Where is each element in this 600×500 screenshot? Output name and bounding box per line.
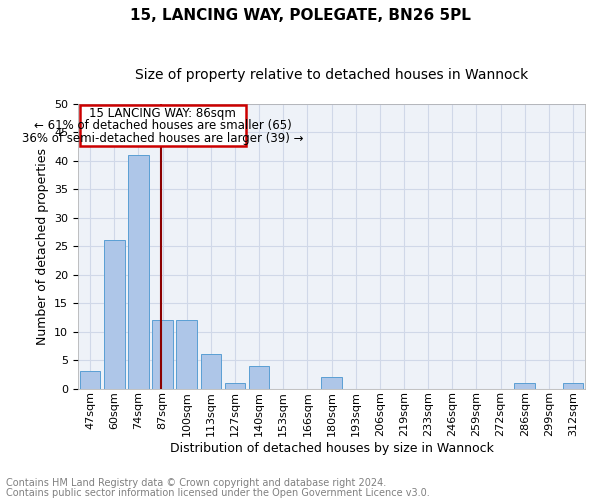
Bar xyxy=(249,366,269,388)
Title: Size of property relative to detached houses in Wannock: Size of property relative to detached ho… xyxy=(135,68,528,82)
Text: 15 LANCING WAY: 86sqm: 15 LANCING WAY: 86sqm xyxy=(89,108,236,120)
Text: 15, LANCING WAY, POLEGATE, BN26 5PL: 15, LANCING WAY, POLEGATE, BN26 5PL xyxy=(130,8,470,22)
Text: Contains public sector information licensed under the Open Government Licence v3: Contains public sector information licen… xyxy=(6,488,430,498)
X-axis label: Distribution of detached houses by size in Wannock: Distribution of detached houses by size … xyxy=(170,442,493,455)
Bar xyxy=(563,383,583,388)
Y-axis label: Number of detached properties: Number of detached properties xyxy=(35,148,49,344)
Bar xyxy=(224,383,245,388)
Bar xyxy=(152,320,173,388)
FancyBboxPatch shape xyxy=(80,104,246,146)
Bar xyxy=(128,155,149,388)
Bar xyxy=(514,383,535,388)
Bar xyxy=(321,377,342,388)
Bar xyxy=(200,354,221,388)
Text: Contains HM Land Registry data © Crown copyright and database right 2024.: Contains HM Land Registry data © Crown c… xyxy=(6,478,386,488)
Text: ← 61% of detached houses are smaller (65): ← 61% of detached houses are smaller (65… xyxy=(34,118,292,132)
Bar xyxy=(176,320,197,388)
Bar xyxy=(104,240,125,388)
Bar xyxy=(80,372,100,388)
Text: 36% of semi-detached houses are larger (39) →: 36% of semi-detached houses are larger (… xyxy=(22,132,304,145)
